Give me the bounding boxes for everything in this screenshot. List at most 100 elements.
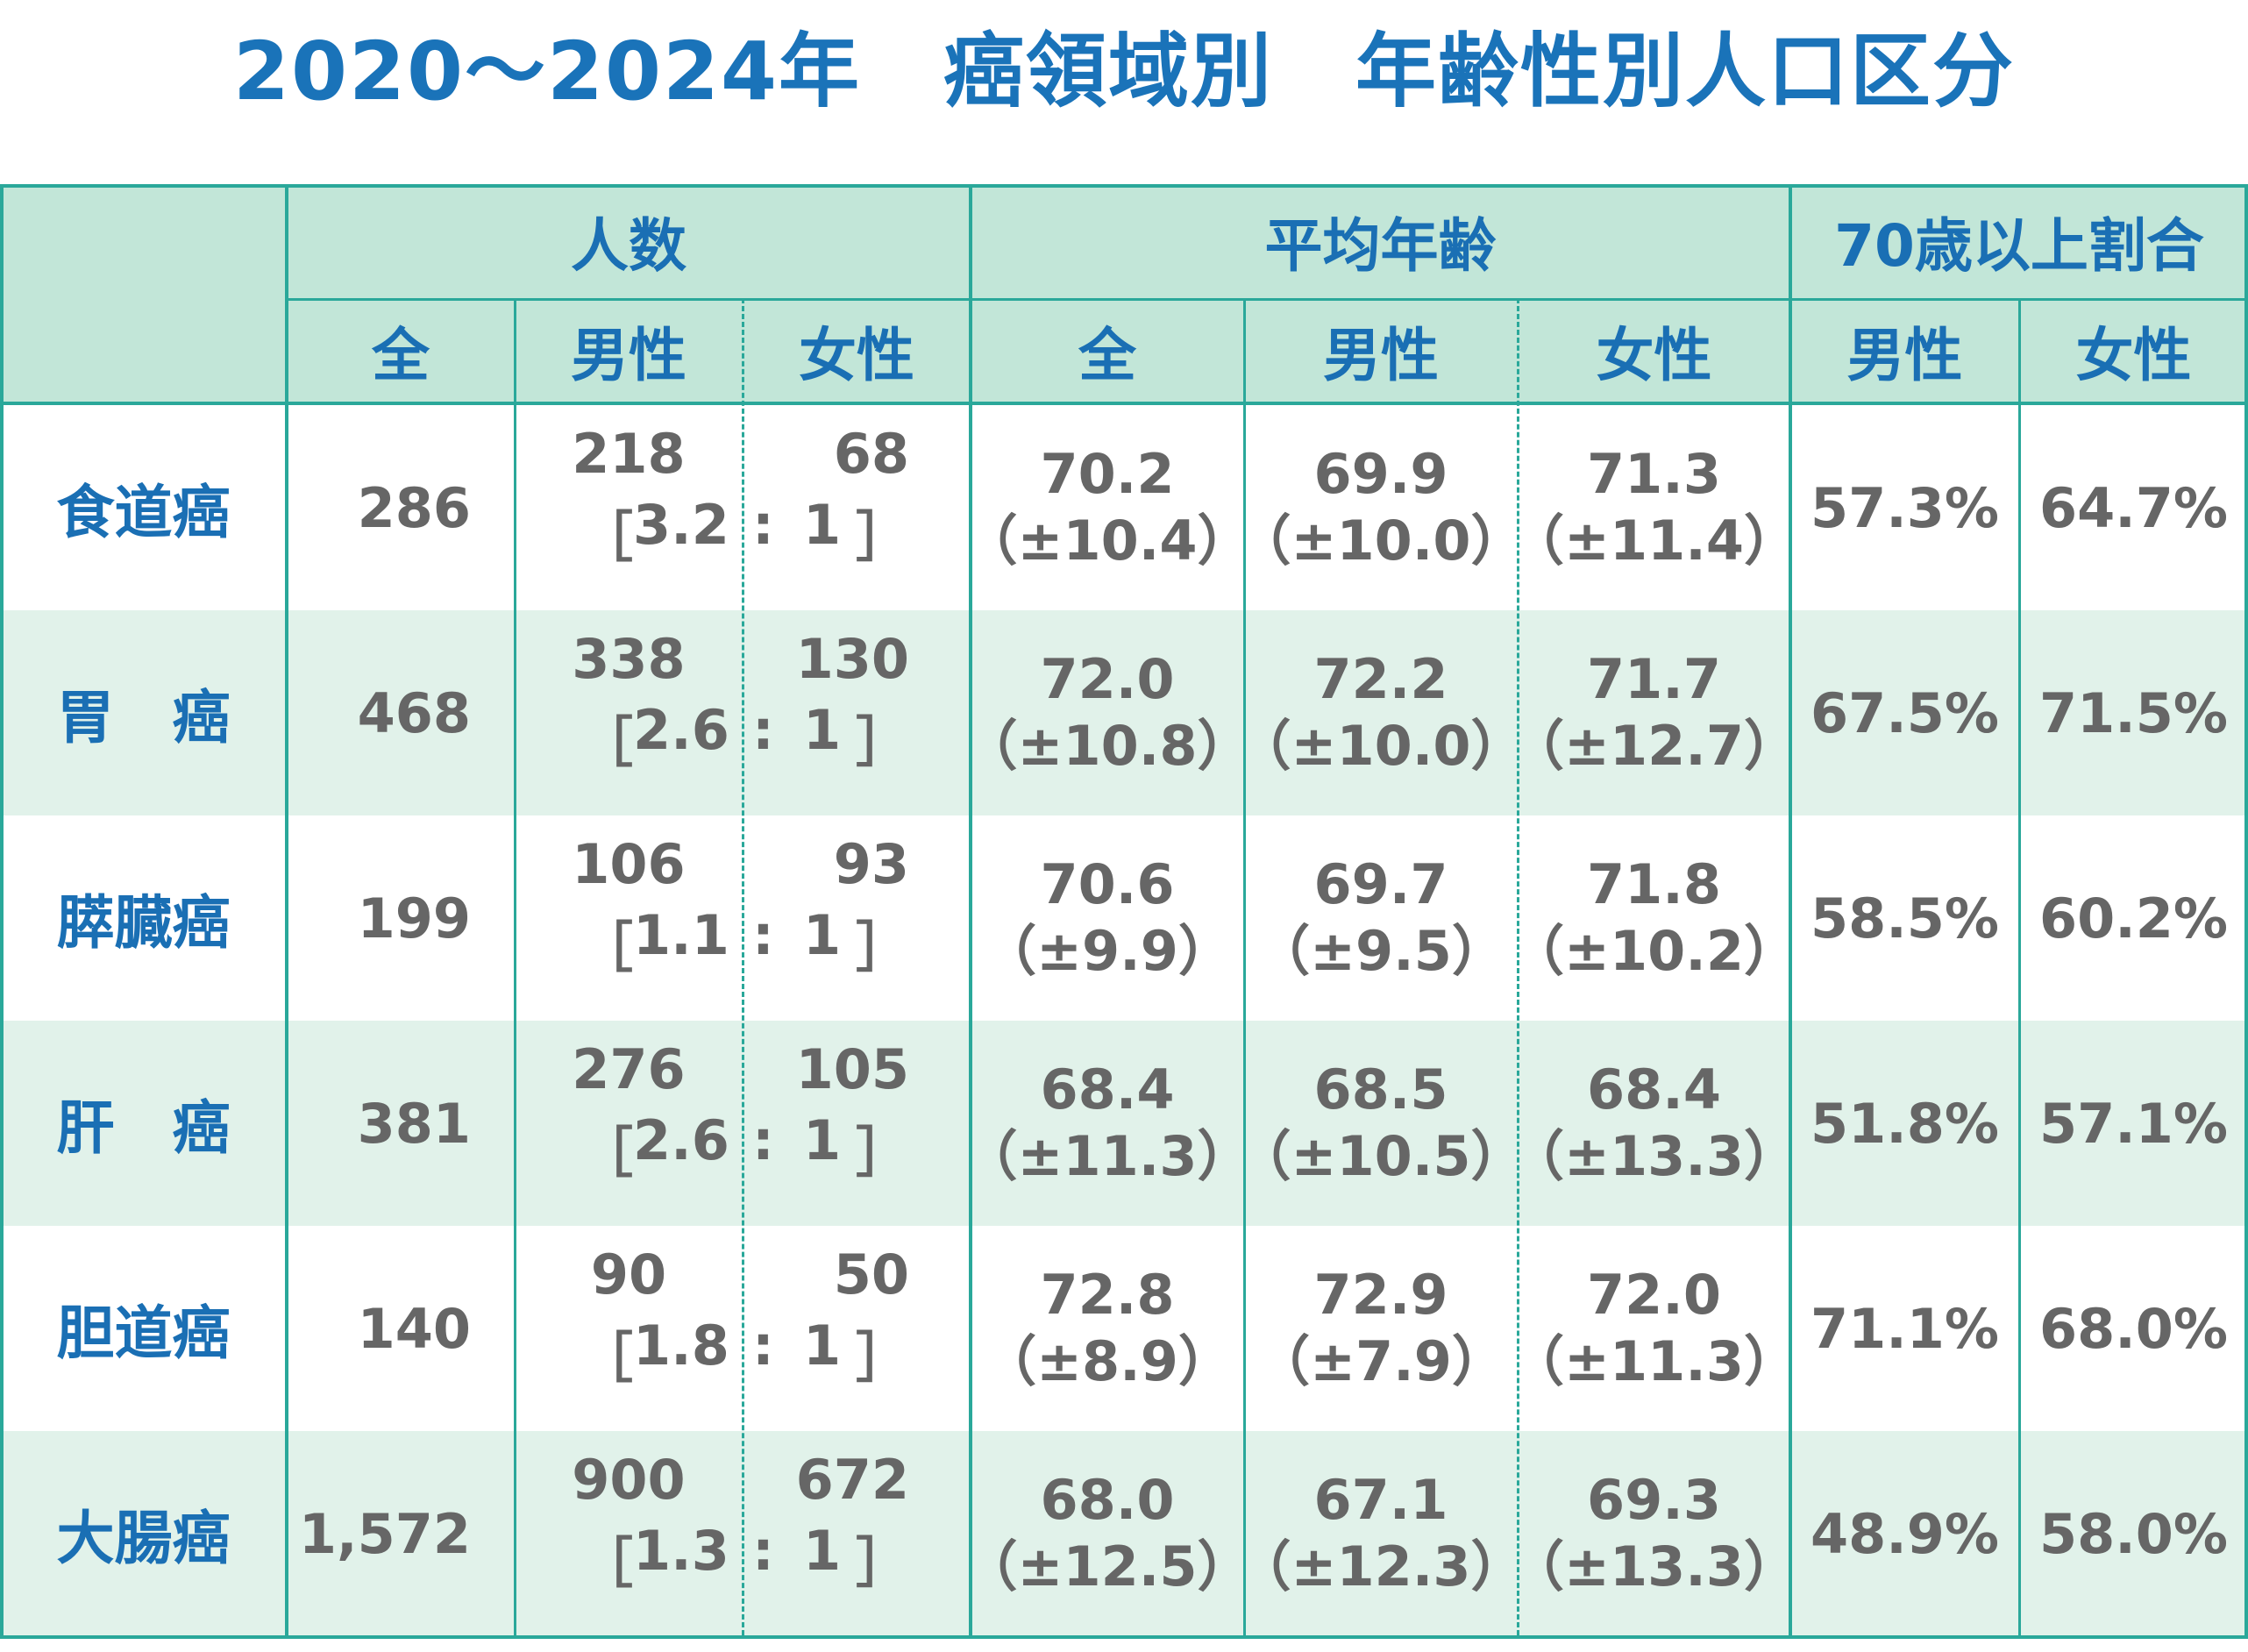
- count-all-value: 468: [357, 680, 471, 745]
- subheader-age-female: 女性: [1596, 322, 1712, 389]
- count-male-value: 338: [572, 626, 686, 691]
- age-male-sd: （±12.3）: [1236, 1535, 1526, 1599]
- age-female-value: 71.3: [1587, 442, 1721, 506]
- age-male-value: 67.1: [1313, 1468, 1448, 1532]
- age-female-cell: 71.7 （±12.7）: [1510, 610, 1798, 815]
- border-count-group: [969, 184, 972, 1639]
- subheader-age-all: 全: [1078, 322, 1136, 389]
- ratio-bracket-open: ［: [579, 710, 634, 774]
- age-male-cell: 68.5 （±10.5）: [1237, 1021, 1526, 1226]
- border-ratio-male: [2018, 298, 2021, 1639]
- age-male-value: 72.2: [1313, 647, 1448, 711]
- ratio-female: 1: [803, 698, 842, 762]
- ratio-bracket-open: ［: [579, 1121, 634, 1185]
- subheader-ratio-female: 女性: [2075, 322, 2192, 389]
- ratio-female: 1: [803, 1314, 842, 1378]
- count-all-value: 199: [357, 886, 471, 951]
- age-male-sd: （±10.0）: [1236, 714, 1526, 778]
- age-female-sd: （±10.2）: [1510, 919, 1798, 983]
- age-all-value: 72.0: [1040, 647, 1175, 711]
- table-row: [0, 1226, 2248, 1431]
- ratio-bracket-open: ［: [579, 505, 634, 569]
- age-all-cell: 72.0 （±10.8）: [964, 610, 1252, 815]
- age-all-sd: （±10.8）: [963, 714, 1252, 778]
- age-male-sd: （±9.5）: [1256, 919, 1506, 983]
- pct-male-value: 57.3%: [1810, 475, 2000, 540]
- age-male-value: 69.7: [1313, 852, 1448, 916]
- ratio-bracket-close: ］: [856, 915, 911, 979]
- ratio-colon: :: [752, 698, 774, 762]
- age-all-cell: 70.2 （±10.4）: [964, 405, 1252, 610]
- table-top-border: [0, 184, 2248, 188]
- age-female-sd: （±11.3）: [1510, 1329, 1798, 1393]
- count-female-value: 130: [795, 626, 909, 691]
- ratio-female: 1: [803, 493, 842, 557]
- age-female-cell: 69.3 （±13.3）: [1510, 1431, 1798, 1636]
- header-mean-age: 平均年齢: [1264, 212, 1497, 280]
- subheader-count-female: 女性: [799, 322, 914, 389]
- count-male-value: 276: [572, 1036, 686, 1101]
- ratio-colon: :: [752, 903, 774, 967]
- age-male-value: 68.5: [1313, 1057, 1448, 1122]
- age-female-value: 69.3: [1587, 1468, 1721, 1532]
- age-female-cell: 71.8 （±10.2）: [1510, 815, 1798, 1021]
- age-female-sd: （±11.4）: [1510, 509, 1798, 573]
- sex-ratio: ［ 2.6 : 1 ］: [579, 698, 912, 777]
- count-male-value: 900: [572, 1447, 686, 1512]
- ratio-bracket-close: ］: [856, 505, 911, 569]
- count-all-value: 140: [357, 1296, 471, 1361]
- pct-female-value: 58.0%: [2038, 1501, 2229, 1566]
- age-all-value: 70.6: [1040, 852, 1175, 916]
- table-bottom-border: [0, 1635, 2248, 1639]
- age-male-sd: （±7.9）: [1256, 1329, 1506, 1393]
- subheader-count-male: 男性: [571, 322, 686, 389]
- pct-female-value: 57.1%: [2038, 1091, 2229, 1156]
- age-female-cell: 68.4 （±13.3）: [1510, 1021, 1798, 1226]
- age-all-cell: 68.0 （±12.5）: [964, 1431, 1252, 1636]
- count-female-value: 50: [833, 1242, 909, 1307]
- age-male-value: 69.9: [1313, 442, 1448, 506]
- age-male-sd: （±10.5）: [1236, 1124, 1526, 1188]
- pct-male-value: 51.8%: [1810, 1091, 2000, 1156]
- border-right: [2244, 184, 2248, 1639]
- ratio-colon: :: [752, 493, 774, 557]
- age-female-cell: 72.0 （±11.3）: [1510, 1226, 1798, 1431]
- count-all-value: 381: [357, 1091, 471, 1156]
- ratio-female: 1: [803, 903, 842, 967]
- sex-ratio: ［ 1.3 : 1 ］: [579, 1519, 912, 1598]
- subheader-count-all: 全: [372, 322, 430, 389]
- age-male-cell: 69.9 （±10.0）: [1237, 405, 1526, 610]
- ratio-colon: :: [752, 1108, 774, 1172]
- table-row: [0, 610, 2248, 815]
- age-all-value: 68.4: [1040, 1057, 1175, 1122]
- ratio-colon: :: [752, 1314, 774, 1378]
- header-bottom-border: [0, 402, 2248, 405]
- ratio-male: 1.1: [633, 903, 729, 967]
- age-female-sd: （±13.3）: [1510, 1535, 1798, 1599]
- count-male-value: 106: [572, 831, 686, 896]
- count-female-value: 105: [795, 1036, 909, 1101]
- sex-ratio: ［ 1.8 : 1 ］: [579, 1314, 912, 1392]
- row-label: 胃 癌: [56, 684, 231, 751]
- age-all-value: 72.8: [1040, 1263, 1175, 1327]
- age-all-sd: （±11.3）: [963, 1124, 1252, 1188]
- ratio-male: 1.8: [633, 1314, 729, 1378]
- ratio-male: 3.2: [633, 493, 729, 557]
- ratio-male: 2.6: [633, 698, 729, 762]
- border-age-group: [1789, 184, 1792, 1639]
- row-label: 食道癌: [56, 479, 231, 546]
- pct-female-value: 64.7%: [2038, 475, 2229, 540]
- header-count: 人数: [571, 212, 686, 280]
- pct-male-value: 67.5%: [1810, 680, 2000, 745]
- count-all-value: 1,572: [298, 1501, 471, 1566]
- page-title: 2020〜2024年 癌領域別 年齢性別人口区分: [232, 25, 2016, 118]
- ratio-bracket-open: ［: [579, 1531, 634, 1595]
- pct-male-value: 71.1%: [1810, 1296, 2000, 1361]
- subheader-ratio-male: 男性: [1846, 322, 1963, 389]
- border-count-all: [514, 298, 516, 1639]
- ratio-female: 1: [803, 1108, 842, 1172]
- sex-ratio: ［ 1.1 : 1 ］: [579, 903, 912, 982]
- table-row: [0, 1021, 2248, 1226]
- age-male-cell: 67.1 （±12.3）: [1237, 1431, 1526, 1636]
- age-male-cell: 72.9 （±7.9）: [1244, 1226, 1518, 1431]
